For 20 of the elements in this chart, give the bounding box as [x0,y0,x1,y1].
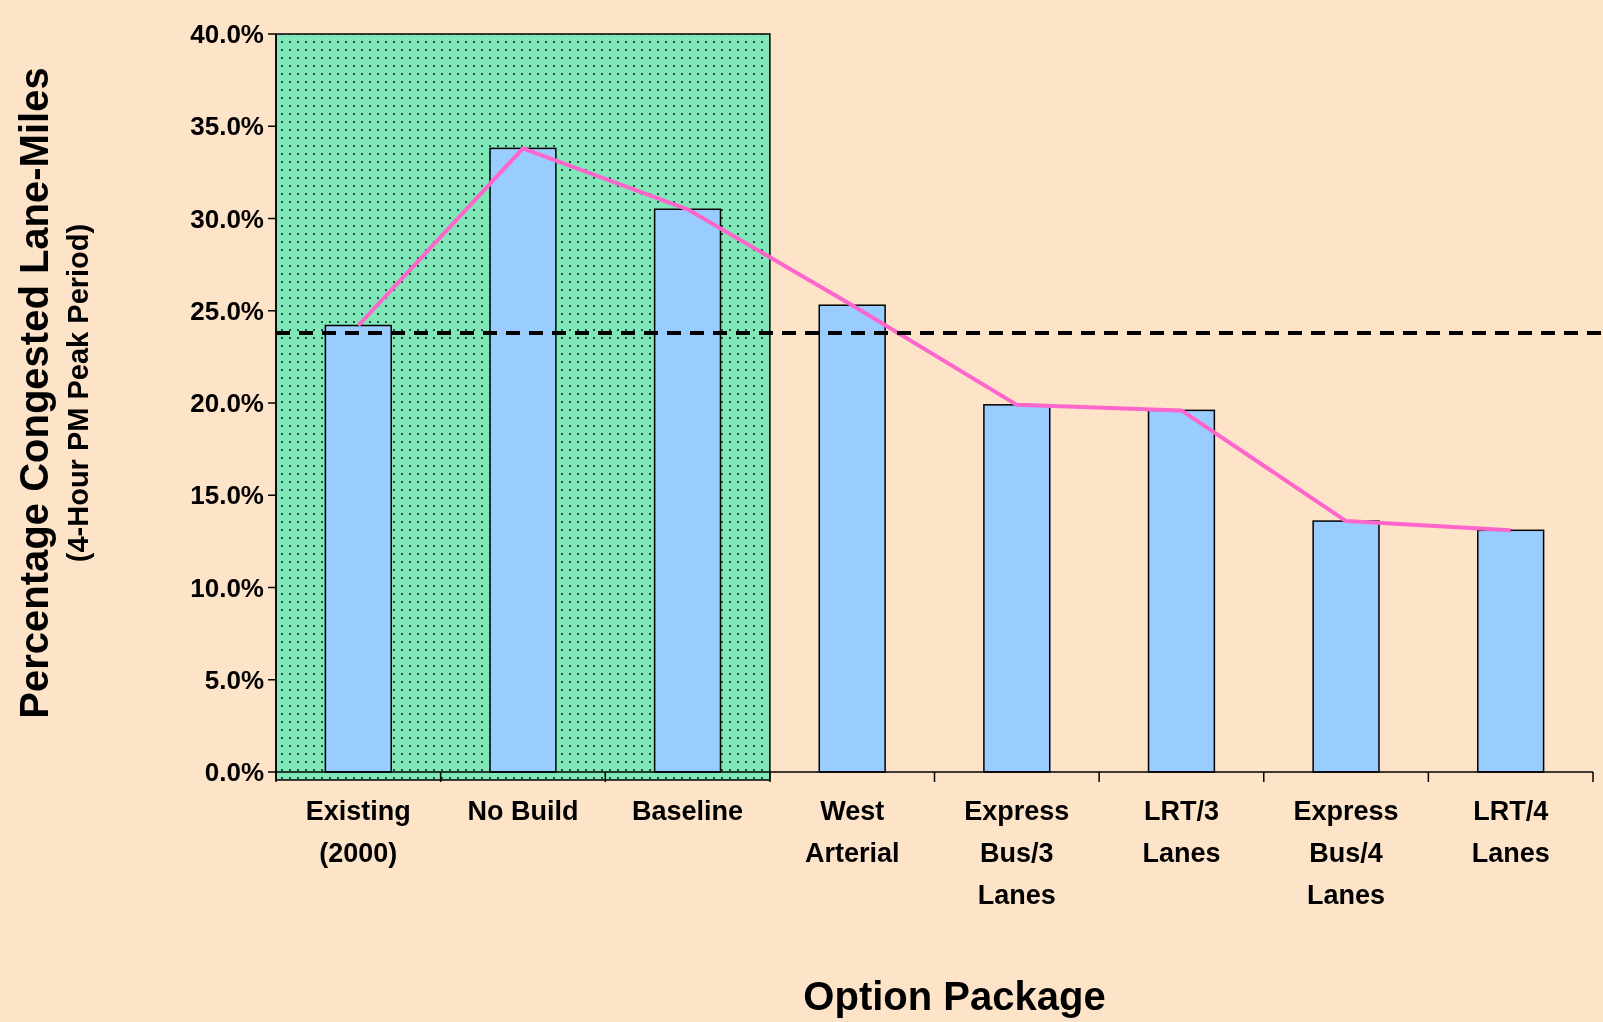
x-axis-title: Option Package [803,974,1106,1018]
line-series [356,146,1513,533]
x-tick-label: West Arterial [804,796,900,868]
y-tick-label: 5.0% [204,664,264,695]
y-tick-label: 35.0% [190,111,264,142]
x-tick-label: Express Bus/4 Lanes [1293,796,1399,910]
x-tick-label: LRT/3 Lanes [1142,796,1221,868]
x-tick-label: Express Bus/3 Lanes [964,796,1070,910]
y-tick-label: 15.0% [190,480,264,511]
y-axis-title: Percentage Congested Lane-Miles (4-Hour PM Peak Period) [12,67,94,719]
y-tick-label: 10.0% [190,572,264,603]
y-tick-label: 0.0% [204,757,264,788]
x-tick-label: Baseline [632,796,744,826]
y-tick-label: 30.0% [190,203,264,234]
y-tick-label: 20.0% [190,388,264,419]
x-tick-label: LRT/4 Lanes [1471,796,1550,868]
y-tick-label: 25.0% [190,295,264,326]
x-tick-label: No Build [467,796,579,826]
y-tick-label: 40.0% [190,19,264,50]
x-tick-label: Existing (2000) [305,796,411,868]
